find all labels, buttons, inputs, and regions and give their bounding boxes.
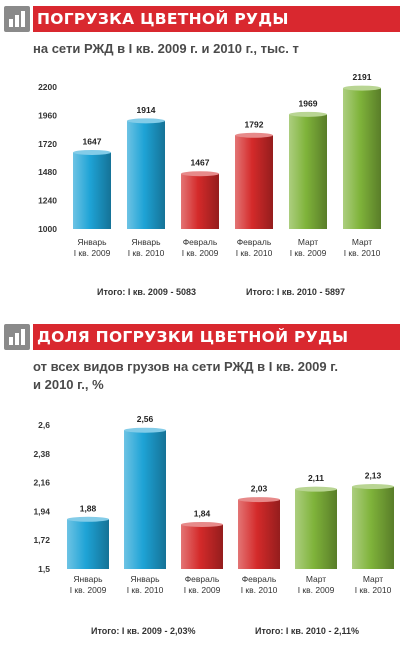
chart2-subtitle-line2: и 2010 г., %	[33, 377, 104, 392]
x-tick-label: Март	[306, 574, 326, 584]
x-tick-label: Январь	[131, 237, 161, 247]
x-tick-label: I кв. 2009	[70, 585, 107, 595]
chart1-header: ПОГРУЗКА ЦВЕТНОЙ РУДЫ	[0, 4, 400, 34]
x-tick-label: Февраль	[242, 574, 277, 584]
bar	[181, 524, 223, 569]
bar	[73, 152, 111, 229]
y-tick-label: 2,38	[33, 449, 50, 459]
chart1-total-2009: Итого: I кв. 2009 - 5083	[97, 287, 196, 297]
y-tick-label: 2200	[38, 82, 57, 92]
x-tick-label: I кв. 2010	[128, 248, 165, 258]
x-tick-label: I кв. 2009	[184, 585, 221, 595]
data-label: 1467	[191, 158, 210, 168]
data-label: 2191	[353, 72, 372, 82]
x-tick-label: I кв. 2009	[298, 585, 335, 595]
bar-top	[127, 118, 165, 124]
y-tick-label: 2,16	[33, 478, 50, 488]
chart2-total-2009: Итого: I кв. 2009 - 2,03%	[91, 626, 196, 636]
x-tick-label: I кв. 2010	[236, 248, 273, 258]
bar	[238, 499, 280, 569]
bar-top	[73, 149, 111, 155]
bar	[289, 114, 327, 229]
y-tick-label: 1240	[38, 196, 57, 206]
y-tick-label: 1720	[38, 139, 57, 149]
data-label: 1,88	[80, 503, 97, 513]
x-tick-label: Февраль	[183, 237, 218, 247]
x-tick-label: Февраль	[237, 237, 272, 247]
bar-top	[67, 516, 109, 522]
data-label: 2,56	[137, 414, 154, 424]
data-label: 1792	[245, 119, 264, 129]
bar	[127, 120, 165, 229]
chart1-total-2010: Итого: I кв. 2010 - 5897	[246, 287, 345, 297]
x-tick-label: I кв. 2009	[290, 248, 327, 258]
chart2-title: ДОЛЯ ПОГРУЗКИ ЦВЕТНОЙ РУДЫ	[33, 324, 400, 350]
bar	[124, 430, 166, 569]
bar	[67, 519, 109, 569]
data-label: 1647	[83, 136, 102, 146]
chart2-header: ДОЛЯ ПОГРУЗКИ ЦВЕТНОЙ РУДЫ	[0, 322, 400, 352]
x-tick-label: I кв. 2010	[344, 248, 381, 258]
bar	[235, 135, 273, 229]
bar-top	[181, 521, 223, 527]
data-label: 1914	[137, 105, 156, 115]
x-tick-label: I кв. 2010	[241, 585, 278, 595]
bar-top	[352, 484, 394, 490]
x-tick-label: I кв. 2009	[74, 248, 111, 258]
bar	[181, 173, 219, 229]
x-tick-label: I кв. 2010	[355, 585, 392, 595]
x-tick-label: Март	[352, 237, 372, 247]
x-tick-label: Январь	[73, 574, 103, 584]
bar	[352, 486, 394, 569]
bar	[343, 88, 381, 229]
bar-chart-icon	[4, 6, 30, 32]
bar-top	[295, 486, 337, 492]
y-tick-label: 1,72	[33, 535, 50, 545]
chart2-subtitle-line1: от всех видов грузов на сети РЖД в I кв.…	[33, 359, 338, 374]
chart1-subtitle: на сети РЖД в I кв. 2009 г. и 2010 г., т…	[33, 41, 299, 56]
chart1-title: ПОГРУЗКА ЦВЕТНОЙ РУДЫ	[33, 6, 400, 32]
bar	[295, 489, 337, 569]
bar-chart-icon	[4, 324, 30, 350]
y-tick-label: 1000	[38, 224, 57, 234]
data-label: 2,13	[365, 471, 382, 481]
bar-top	[238, 497, 280, 503]
bar-top	[181, 171, 219, 177]
x-tick-label: I кв. 2010	[127, 585, 164, 595]
data-label: 1969	[299, 98, 318, 108]
data-label: 2,11	[308, 473, 324, 483]
y-tick-label: 1,5	[38, 564, 50, 574]
bar-top	[343, 85, 381, 91]
x-tick-label: I кв. 2009	[182, 248, 219, 258]
bar-top	[124, 427, 166, 433]
x-tick-label: Январь	[77, 237, 107, 247]
bar-top	[289, 111, 327, 117]
data-label: 2,03	[251, 484, 268, 494]
x-tick-label: Март	[363, 574, 383, 584]
bar-top	[235, 132, 273, 138]
x-tick-label: Февраль	[185, 574, 220, 584]
y-tick-label: 1960	[38, 110, 57, 120]
chart2-total-2010: Итого: I кв. 2010 - 2,11%	[255, 626, 359, 636]
x-tick-label: Январь	[130, 574, 160, 584]
y-tick-label: 1480	[38, 167, 57, 177]
x-tick-label: Март	[298, 237, 318, 247]
data-label: 1,84	[194, 508, 211, 518]
y-tick-label: 1,94	[33, 506, 50, 516]
y-tick-label: 2,6	[38, 420, 50, 430]
